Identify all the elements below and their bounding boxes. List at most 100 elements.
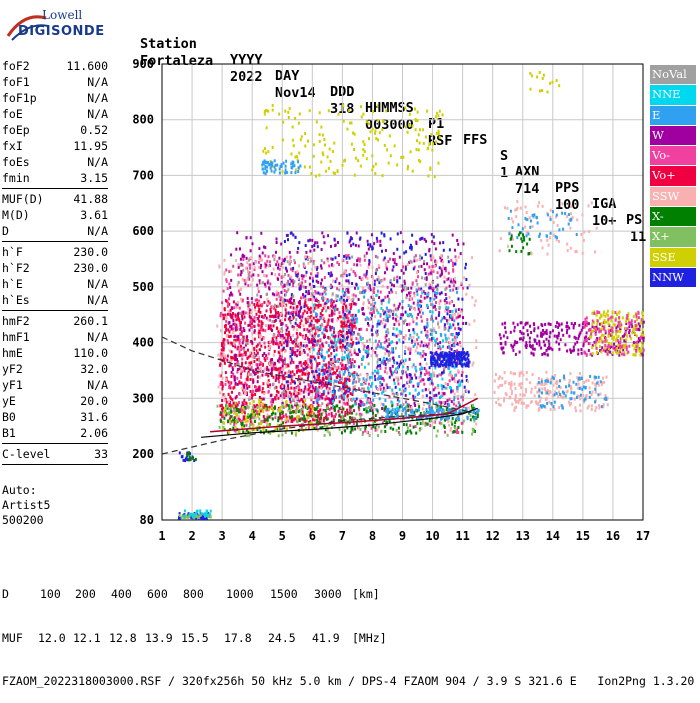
echo-point (407, 380, 409, 383)
echo-point (304, 386, 306, 389)
echo-point (313, 310, 315, 313)
echo-point (438, 326, 440, 329)
echo-point (401, 370, 403, 373)
echo-point (361, 363, 363, 366)
echo-point (293, 280, 295, 283)
echo-point (238, 415, 240, 418)
echo-point (430, 360, 432, 363)
echo-point (451, 318, 453, 321)
echo-point (266, 298, 268, 301)
echo-point (243, 348, 245, 351)
echo-point (349, 412, 351, 415)
echo-point (266, 293, 268, 296)
echo-point (223, 290, 225, 293)
echo-point (343, 255, 345, 258)
echo-point (435, 394, 437, 397)
echo-point (404, 106, 406, 109)
echo-point (400, 231, 402, 234)
echo-point (462, 398, 464, 401)
echo-point (345, 321, 347, 324)
echo-point (436, 288, 438, 291)
echo-point (290, 276, 292, 279)
echo-point (278, 434, 280, 437)
x-tick-label: 8 (369, 529, 376, 543)
echo-point (239, 312, 241, 315)
echo-point (420, 309, 422, 312)
echo-point (368, 307, 370, 310)
echo-point (336, 404, 338, 407)
echo-point (374, 375, 376, 378)
echo-point (258, 422, 260, 425)
echo-point (321, 231, 323, 234)
echo-point (310, 257, 312, 260)
echo-point (377, 333, 379, 336)
echo-point (275, 377, 277, 380)
echo-point (270, 394, 272, 397)
echo-point (303, 262, 305, 265)
echo-point (295, 322, 297, 325)
echo-point (402, 263, 404, 266)
echo-point (282, 298, 284, 301)
x-tick-label: 4 (249, 529, 256, 543)
echo-point (329, 433, 331, 436)
echo-point (448, 351, 450, 354)
echo-point (251, 341, 253, 344)
echo-point (347, 369, 349, 372)
echo-point (433, 426, 435, 429)
echo-point (414, 108, 416, 111)
echo-point (407, 405, 409, 408)
echo-point (309, 250, 311, 253)
echo-point (346, 395, 348, 398)
echo-point (246, 236, 248, 239)
echo-point (330, 390, 332, 393)
echo-point (300, 412, 302, 415)
echo-point (323, 235, 325, 238)
echo-point (345, 279, 347, 282)
echo-point (304, 280, 306, 283)
echo-point (328, 167, 330, 170)
echo-point (328, 344, 330, 347)
echo-point (405, 126, 407, 129)
echo-point (262, 387, 264, 390)
echo-point (330, 354, 332, 357)
echo-point (323, 336, 325, 339)
echo-point (241, 358, 243, 361)
echo-point (291, 419, 293, 422)
echo-point (324, 320, 326, 323)
echo-point (258, 327, 260, 330)
echo-point (447, 399, 449, 402)
echo-point (228, 321, 230, 324)
echo-point (432, 320, 434, 323)
echo-point (275, 319, 277, 322)
echo-point (303, 344, 305, 347)
echo-point (242, 406, 244, 409)
echo-point (424, 367, 426, 370)
echo-point (301, 316, 303, 319)
echo-point (304, 310, 306, 313)
echo-point (373, 289, 375, 292)
echo-point (383, 234, 385, 237)
echo-point (374, 315, 376, 318)
echo-point (374, 370, 376, 373)
echo-point (382, 309, 384, 312)
echo-point (310, 172, 312, 175)
echo-point (429, 383, 431, 386)
echo-point (242, 258, 244, 261)
echo-point (417, 352, 419, 355)
echo-point (260, 367, 262, 370)
echo-point (456, 395, 458, 398)
echo-point (222, 385, 224, 388)
echo-point (337, 241, 339, 244)
echo-point (438, 162, 440, 165)
echo-point (229, 420, 231, 423)
echo-point (354, 428, 356, 431)
echo-point (219, 391, 221, 394)
echo-point (278, 257, 280, 260)
echo-point (414, 294, 416, 297)
echo-point (457, 426, 459, 429)
echo-point (297, 349, 299, 352)
echo-point (257, 366, 259, 369)
echo-point (262, 329, 264, 332)
echo-point (385, 264, 387, 267)
